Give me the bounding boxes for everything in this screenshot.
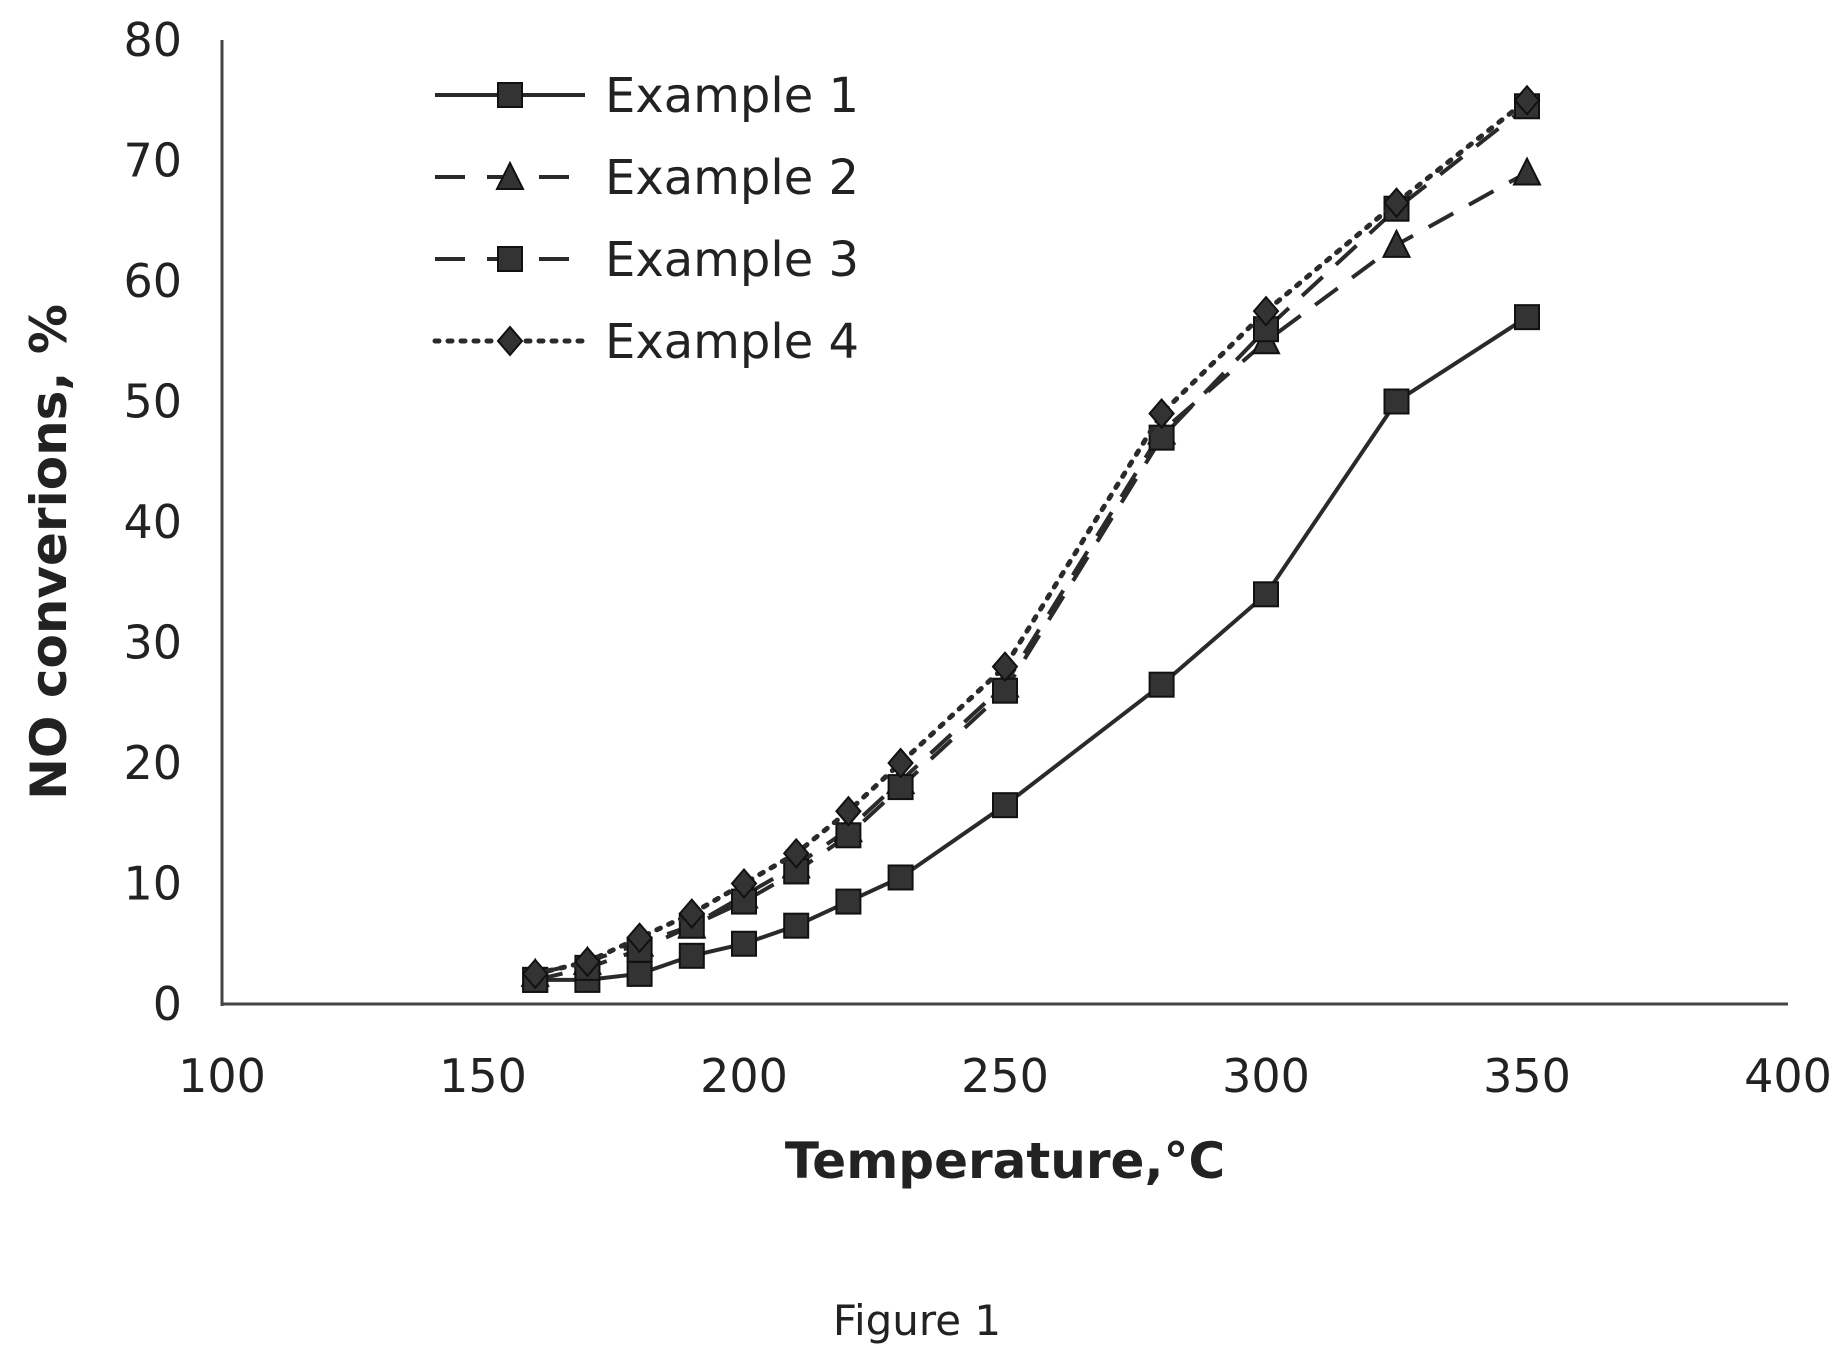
x-tick-label: 100 xyxy=(178,1049,266,1103)
y-tick-label: 50 xyxy=(123,375,182,429)
data-point xyxy=(1514,304,1540,331)
legend-entry: Example 1 xyxy=(435,68,859,124)
y-tick-label: 10 xyxy=(123,857,182,911)
data-point xyxy=(887,864,914,891)
data-point xyxy=(782,837,810,869)
y-tick-label: 30 xyxy=(123,616,182,670)
x-tick-label: 200 xyxy=(700,1049,788,1103)
legend-entry: Example 4 xyxy=(432,314,859,370)
chart-axes: 100 150 200 250 300 350 400 0 10 20 30 40 50 60 70 80 xyxy=(123,13,1831,1103)
data-point xyxy=(626,922,653,954)
data-point xyxy=(731,930,757,957)
data-point xyxy=(521,958,549,990)
data-point xyxy=(991,651,1019,683)
series-line xyxy=(534,170,1528,976)
y-tick-label: 70 xyxy=(123,134,182,188)
data-point xyxy=(1513,84,1541,116)
legend-marker xyxy=(497,246,523,272)
data-point xyxy=(992,792,1018,819)
data-point xyxy=(992,677,1018,704)
data-point xyxy=(678,942,705,969)
data-point xyxy=(1383,187,1410,219)
data-point xyxy=(1381,228,1412,258)
x-tick-label: 150 xyxy=(439,1049,527,1103)
x-tick-label: 400 xyxy=(1744,1049,1832,1103)
data-point xyxy=(887,774,914,801)
data-point xyxy=(835,822,862,849)
legend-label: Example 1 xyxy=(605,68,859,124)
legend-marker xyxy=(496,325,524,357)
legend-marker xyxy=(497,82,523,108)
chart-legend: Example 1 Example 2 Example 3 Example 4 xyxy=(432,68,859,370)
y-tick-label: 80 xyxy=(123,13,182,67)
x-tick-label: 350 xyxy=(1483,1049,1571,1103)
legend-label: Example 3 xyxy=(605,232,859,288)
figure-caption: Figure 1 xyxy=(832,1296,1002,1345)
legend-marker xyxy=(495,160,525,190)
data-point xyxy=(1253,581,1279,608)
y-tick-label: 60 xyxy=(123,254,182,308)
series-3 xyxy=(522,93,1540,993)
y-tick-label: 40 xyxy=(123,495,182,549)
series-4 xyxy=(521,84,1541,990)
data-point xyxy=(783,912,810,939)
data-point xyxy=(835,888,862,915)
y-axis-title: NO converions, % xyxy=(20,304,78,800)
y-tick-label: 20 xyxy=(123,736,182,790)
legend-entry: Example 3 xyxy=(435,232,859,288)
data-point xyxy=(1383,388,1410,415)
data-point xyxy=(1148,398,1175,430)
data-point xyxy=(626,960,653,987)
data-point xyxy=(1512,156,1542,186)
legend-label: Example 2 xyxy=(605,150,859,206)
data-point xyxy=(678,898,706,930)
data-point xyxy=(887,747,914,779)
x-tick-label: 300 xyxy=(1222,1049,1310,1103)
x-axis-title: Temperature,°C xyxy=(785,1132,1225,1190)
legend-entry: Example 2 xyxy=(435,150,859,206)
legend-label: Example 4 xyxy=(605,314,859,370)
chart-series xyxy=(520,84,1542,993)
data-point xyxy=(835,795,862,827)
x-tick-label: 250 xyxy=(961,1049,1049,1103)
data-point xyxy=(730,867,758,900)
data-point xyxy=(1148,671,1175,698)
data-point xyxy=(1252,295,1280,327)
data-point xyxy=(574,946,601,978)
y-tick-label: 0 xyxy=(153,977,182,1031)
data-point xyxy=(731,888,757,915)
